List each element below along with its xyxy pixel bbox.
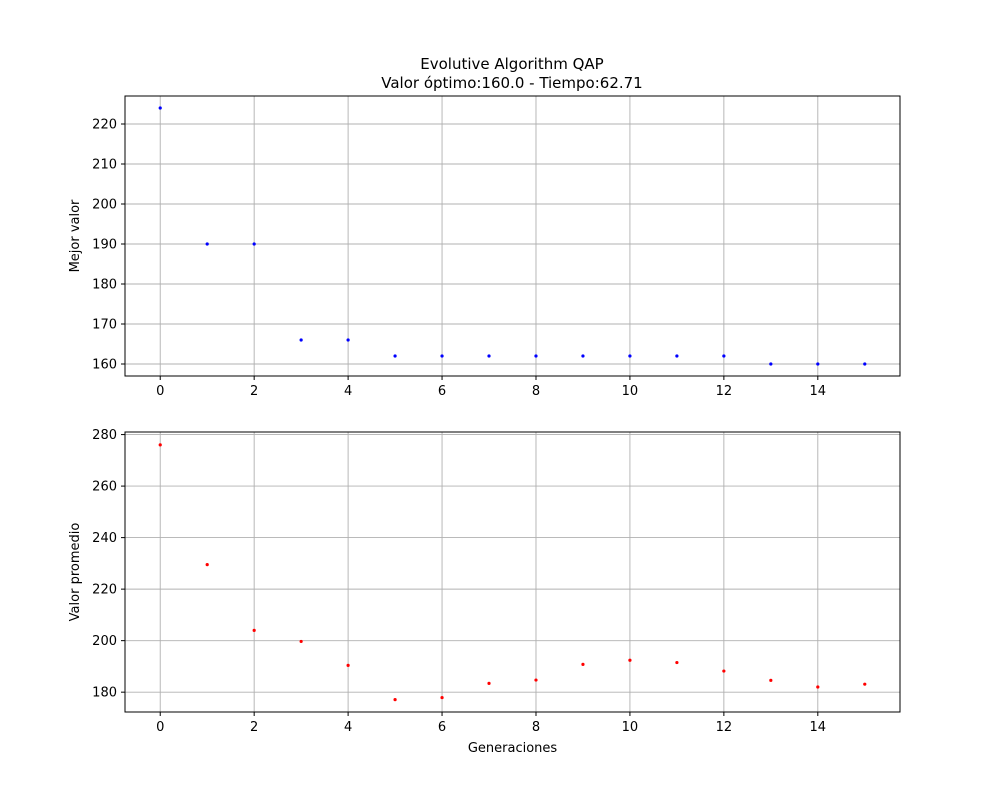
y-tick-label: 220 [92,583,117,598]
data-point [675,354,679,358]
x-tick-label: 0 [156,720,164,735]
x-tick-label: 8 [532,384,540,399]
data-point [487,354,491,358]
data-point [581,662,585,666]
x-tick-label: 0 [156,384,164,399]
best-value-plot: 0 2 4 6 8 10 12 14 160 170 180 190 200 210 220 Mejor va… [68,95,901,399]
data-point [346,663,350,667]
data-point [299,639,303,644]
x-tick-label: 14 [810,384,827,399]
data-point [346,338,350,342]
data-point [722,354,726,358]
x-tick-label: 12 [716,384,733,399]
y-tick-label: 220 [92,118,117,133]
y-tick-label: 280 [92,428,117,443]
x-tick-label: 10 [622,720,639,735]
x-tick-label: 8 [532,720,540,735]
y-tick-label: 240 [92,531,117,546]
data-point [628,354,632,358]
data-point [440,354,444,358]
data-point [863,362,867,366]
axes-frame [124,95,901,377]
x-tick-label: 2 [250,720,258,735]
data-point [252,242,256,246]
x-tick-label: 14 [810,720,827,735]
data-point [534,354,538,358]
axes-frame [124,431,901,713]
chart-title-line1: Evolutive Algorithm QAP [420,55,603,73]
data-point [205,563,209,567]
x-tick-label: 6 [438,720,446,735]
data-point [769,362,773,366]
data-point [393,354,397,358]
average-value-plot: 0 2 4 6 8 10 12 14 180 200 220 240 260 280 Valor prome… [68,428,901,756]
chart-title-line2: Valor óptimo:160.0 - Tiempo:62.71 [381,74,642,92]
data-point [581,354,585,358]
data-point [205,242,209,246]
x-tick-label: 2 [250,384,258,399]
y-tick-label: 260 [92,480,117,495]
data-point [816,685,820,689]
data-point [628,658,632,662]
data-point [675,660,679,665]
data-point [487,681,491,686]
x-tick-label: 6 [438,384,446,399]
x-tick-label: 4 [344,384,352,399]
data-point [769,678,773,682]
x-axis-label: Generaciones [468,741,558,756]
data-point [252,628,256,632]
data-point [440,695,444,700]
y-axis-label: Valor promedio [68,523,83,622]
data-point [722,669,726,673]
y-tick-label: 170 [92,318,117,333]
plot-area [125,96,900,376]
plot-area [125,432,900,712]
y-axis-label: Mejor valor [68,199,83,272]
y-tick-label: 200 [92,634,117,649]
y-tick-label: 180 [92,686,117,701]
data-point [158,106,162,110]
x-tick-label: 10 [622,384,639,399]
y-tick-label: 180 [92,278,117,293]
y-tick-label: 160 [92,358,117,373]
data-point [816,362,820,366]
y-tick-label: 210 [92,158,117,173]
data-point [299,338,303,342]
data-point [158,443,162,447]
y-tick-label: 200 [92,198,117,213]
data-point [863,682,867,686]
data-point [393,698,397,702]
x-tick-label: 4 [344,720,352,735]
y-tick-label: 190 [92,238,117,253]
data-point [534,678,538,682]
x-tick-label: 12 [716,720,733,735]
